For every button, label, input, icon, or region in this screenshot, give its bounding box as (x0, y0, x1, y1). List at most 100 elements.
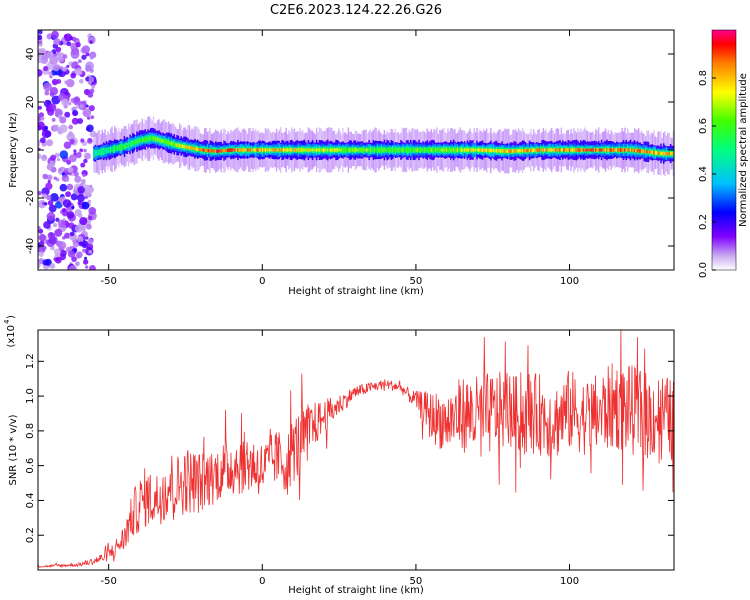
spectrogram-noise-region (38, 30, 97, 270)
noise-blob (81, 182, 86, 187)
ridge-cell (289, 148, 292, 152)
ridge-cell (535, 148, 538, 152)
noise-blob (87, 238, 94, 245)
ridge-cell (353, 148, 355, 152)
spectrogram-x-tick-label: 50 (410, 276, 423, 287)
noise-blob (38, 40, 43, 45)
ridge-cell (603, 148, 606, 152)
ridge-cell (640, 149, 643, 153)
ridge-cell (389, 148, 391, 152)
ridge-cell (649, 150, 651, 154)
noise-blob (72, 241, 79, 248)
ridge-cell (470, 148, 473, 152)
ridge-cell (241, 147, 243, 153)
noise-blob (72, 111, 77, 116)
ridge-cell (244, 148, 246, 152)
ridge-cell (295, 148, 297, 152)
noise-blob (54, 256, 62, 264)
noise-blob (75, 105, 79, 109)
snr-multiplier-base: (x10 (6, 325, 17, 348)
noise-blob (71, 205, 75, 210)
ridge-cell (134, 140, 137, 145)
ridge-cell (187, 145, 189, 149)
ridge-cell (639, 149, 642, 153)
ridge-cell (166, 140, 169, 145)
noise-blob (84, 265, 89, 269)
ridge-cell (119, 146, 122, 149)
ridge-cell (278, 148, 281, 152)
ridge-cell (651, 150, 654, 155)
noise-blob (49, 263, 56, 269)
ridge-cell (223, 149, 225, 153)
ridge-cell (555, 148, 557, 152)
noise-blob (87, 186, 95, 193)
ridge-cell (557, 148, 560, 152)
ridge-cell (100, 150, 102, 154)
ridge-cell (369, 148, 372, 152)
snr-x-tick-label: 100 (560, 576, 579, 587)
ridge-cell (473, 148, 476, 152)
ridge-cell (98, 150, 101, 155)
ridge-cell (387, 148, 390, 152)
ridge-cell (271, 148, 274, 152)
ridge-cell (586, 148, 589, 152)
ridge-cell (426, 148, 429, 152)
noise-blob (41, 193, 48, 199)
ridge-cell (564, 148, 567, 152)
noise-blob (68, 124, 74, 130)
ridge-cell (517, 149, 520, 153)
spectrogram-y-tick-label: -40 (25, 238, 36, 254)
noise-blob (42, 259, 49, 266)
ridge-cell (296, 148, 299, 152)
ridge-cell (212, 149, 214, 153)
noise-blob (38, 228, 44, 234)
colorbar-label: Normalized spectral amplitude (738, 73, 749, 227)
ridge-cell (427, 148, 430, 152)
noise-blob (49, 55, 59, 65)
ridge-cell (563, 148, 565, 152)
ridge-cell (491, 149, 494, 153)
noise-blob (48, 71, 53, 76)
ridge-cell (527, 149, 530, 152)
noise-blob (38, 112, 45, 118)
ridge-cell (416, 148, 419, 152)
ridge-cell (245, 148, 247, 152)
snr-multiplier: (x10 4 ) (3, 315, 17, 348)
noise-blob (38, 263, 41, 269)
ridge-cell (232, 148, 235, 152)
ridge-cell (317, 148, 319, 152)
ridge-cell (237, 148, 239, 152)
noise-blob (38, 48, 42, 52)
noise-blob (52, 64, 60, 72)
ridge-cell (546, 148, 549, 152)
ridge-cell (277, 148, 279, 152)
ridge-cell (308, 148, 311, 152)
ridge-cell (568, 148, 571, 152)
ridge-cell (104, 149, 106, 153)
ridge-cell (239, 148, 242, 152)
ridge-cell (508, 149, 510, 154)
noise-blob (55, 217, 60, 222)
ridge-cell (380, 148, 383, 152)
ridge-cell (447, 148, 449, 152)
ridge-cell (226, 148, 228, 153)
spectrogram-x-tick-label: 100 (560, 276, 579, 287)
ridge-cell (550, 148, 553, 152)
ridge-cell (161, 139, 163, 143)
ridge-cell (361, 148, 364, 152)
noise-blob (48, 204, 57, 213)
noise-blob (68, 250, 76, 258)
ridge-cell (545, 148, 548, 152)
ridge-cell (342, 148, 344, 152)
ridge-cell (544, 148, 546, 152)
ridge-cell (400, 148, 402, 152)
ridge-cell (459, 148, 462, 152)
ridge-cell (314, 148, 317, 152)
noise-blob (68, 222, 75, 229)
noise-blob (69, 231, 75, 237)
noise-blob (41, 245, 47, 251)
ridge-cell (440, 148, 442, 152)
ridge-cell (528, 148, 531, 153)
ridge-cell (326, 148, 329, 152)
ridge-cell (145, 137, 148, 141)
